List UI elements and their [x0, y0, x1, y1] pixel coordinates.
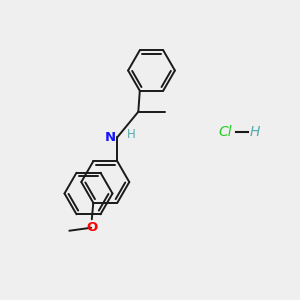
Text: H: H: [127, 128, 136, 141]
Text: Cl: Cl: [218, 125, 232, 139]
Text: N: N: [105, 131, 116, 144]
Text: H: H: [250, 125, 260, 139]
Text: O: O: [86, 221, 98, 234]
